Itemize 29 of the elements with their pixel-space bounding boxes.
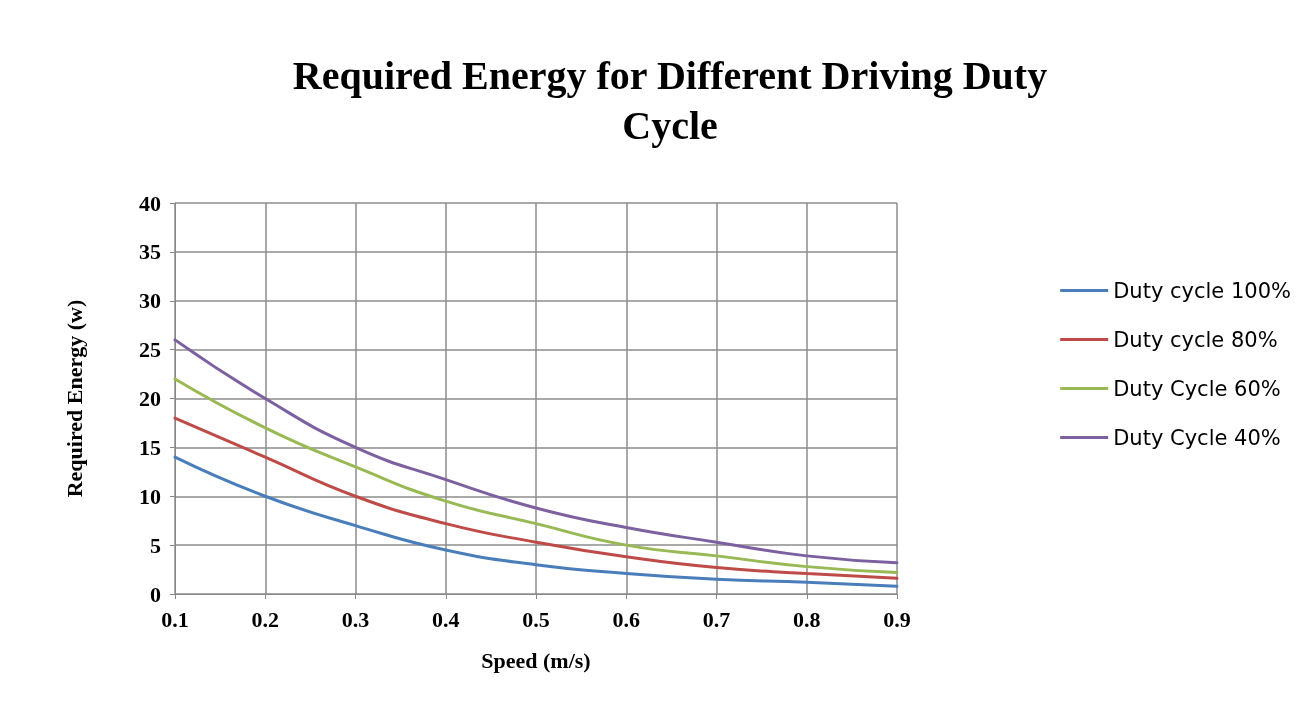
x-tick-label: 0.9 xyxy=(883,606,911,632)
y-tick-label: 25 xyxy=(139,337,161,363)
line-series xyxy=(173,455,899,588)
legend-label: Duty cycle 100% xyxy=(1113,278,1292,303)
x-tick-label: 0.4 xyxy=(432,606,460,632)
line-series xyxy=(173,377,899,574)
x-tick-label: 0.5 xyxy=(522,606,550,632)
y-tick-label: 35 xyxy=(139,239,161,265)
x-tick-label: 0.8 xyxy=(793,606,821,632)
y-tick-label: 0 xyxy=(150,581,161,607)
y-tick-label: 10 xyxy=(139,483,161,509)
y-tick-label: 15 xyxy=(139,434,161,460)
x-tick-label: 0.7 xyxy=(702,606,731,632)
x-tick-label: 0.3 xyxy=(341,606,370,632)
x-axis-title: Speed (m/s) xyxy=(481,647,591,673)
legend-label: Duty Cycle 40% xyxy=(1113,425,1281,450)
chart-title: Required Energy for Different Driving Duty Cycle xyxy=(292,52,1048,148)
y-tick-label: 40 xyxy=(139,190,161,216)
y-tick-label: 5 xyxy=(150,532,161,558)
y-axis-title: Required Energy (w) xyxy=(61,299,87,498)
legend-label: Duty cycle 80% xyxy=(1113,327,1278,352)
line-series xyxy=(173,416,899,580)
x-tick-label: 0.1 xyxy=(161,606,189,632)
y-tick-label: 20 xyxy=(139,386,161,411)
y-tick-label: 30 xyxy=(139,288,161,314)
x-tick-label: 0.2 xyxy=(251,606,279,632)
legend-label: Duty Cycle 60% xyxy=(1113,376,1281,401)
x-tick-label: 0.6 xyxy=(612,606,640,632)
line-series xyxy=(173,338,899,565)
